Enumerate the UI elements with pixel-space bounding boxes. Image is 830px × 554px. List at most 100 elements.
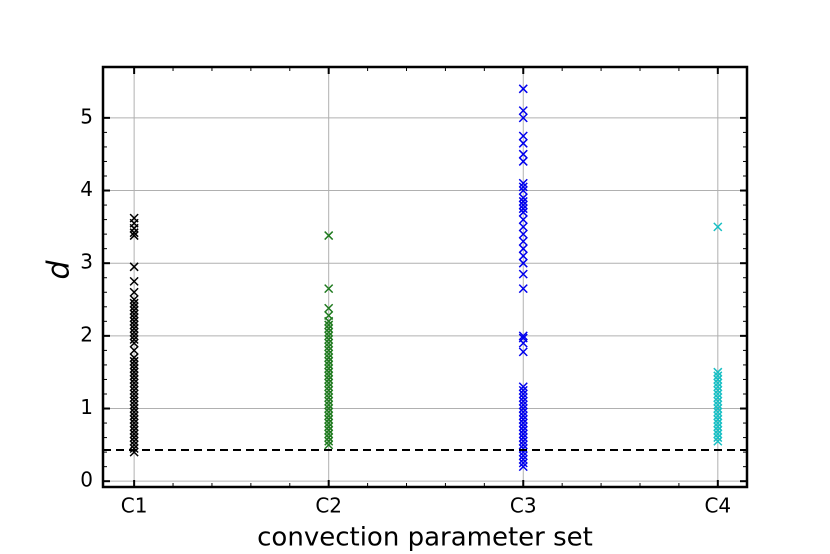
point [324, 385, 334, 395]
point [518, 258, 528, 268]
point [518, 185, 528, 196]
point [518, 462, 528, 472]
point [129, 313, 139, 323]
point [324, 364, 334, 374]
point [713, 367, 723, 377]
point [324, 422, 334, 432]
point [129, 360, 139, 370]
point [324, 393, 334, 403]
point [324, 353, 334, 363]
point [324, 389, 334, 399]
point [518, 436, 528, 446]
point [324, 349, 334, 359]
point [129, 418, 139, 428]
point [129, 320, 139, 330]
point [518, 333, 528, 343]
point [324, 411, 334, 421]
point [129, 382, 139, 392]
point [518, 244, 528, 254]
point [129, 436, 139, 446]
point [713, 400, 723, 410]
point [129, 393, 139, 403]
point [713, 378, 723, 388]
point [129, 411, 139, 421]
point [129, 231, 139, 241]
point [713, 422, 723, 432]
point [129, 422, 139, 432]
y-tick-label: 1 [80, 395, 93, 419]
point [713, 433, 723, 443]
point [129, 298, 139, 308]
point [713, 393, 723, 403]
point [518, 443, 528, 454]
y-tick-label: 0 [80, 468, 93, 492]
x-tick-label: C4 [704, 494, 731, 518]
point [713, 382, 723, 392]
point [324, 320, 334, 330]
point [324, 378, 334, 388]
point [129, 414, 139, 424]
point [713, 396, 723, 406]
point [324, 334, 334, 345]
point [324, 429, 334, 439]
plot-frame [101, 65, 749, 489]
point [324, 407, 334, 417]
point [324, 440, 334, 450]
point [324, 400, 334, 410]
point [713, 222, 723, 232]
y-axis-label: d [42, 260, 77, 280]
point [324, 338, 334, 348]
point [129, 385, 139, 395]
point [518, 425, 528, 435]
point [324, 356, 334, 366]
point [518, 407, 528, 417]
point [129, 400, 139, 410]
point [518, 131, 528, 141]
point [324, 436, 334, 446]
point [324, 342, 334, 352]
point [324, 327, 334, 337]
point [518, 229, 528, 239]
point [518, 178, 528, 188]
y-tick-label: 3 [80, 250, 93, 274]
point [129, 374, 139, 384]
point [324, 367, 334, 377]
point [324, 231, 334, 241]
point [713, 425, 723, 435]
point [129, 433, 139, 443]
point [129, 378, 139, 388]
point [129, 331, 139, 341]
point [518, 411, 528, 421]
point [518, 422, 528, 432]
point [129, 407, 139, 417]
point [518, 458, 528, 468]
point [324, 396, 334, 406]
point [518, 451, 528, 461]
point [324, 303, 334, 313]
point [518, 400, 528, 410]
point [518, 440, 528, 450]
point [713, 411, 723, 421]
x-tick-label: C3 [510, 494, 537, 518]
point [324, 433, 334, 443]
x-tick-label: C1 [121, 494, 148, 518]
point [713, 414, 723, 424]
point [518, 138, 528, 148]
point [713, 374, 723, 384]
point [324, 360, 334, 370]
point [713, 418, 723, 428]
point [324, 284, 334, 294]
point [518, 284, 528, 294]
point [129, 316, 139, 326]
point [129, 213, 139, 223]
point [324, 425, 334, 435]
y-tick-label: 4 [80, 177, 93, 201]
point [129, 371, 139, 381]
point [518, 204, 528, 214]
point [518, 149, 528, 159]
point [129, 429, 139, 439]
point [518, 347, 528, 357]
point [518, 156, 528, 166]
point [324, 374, 334, 384]
